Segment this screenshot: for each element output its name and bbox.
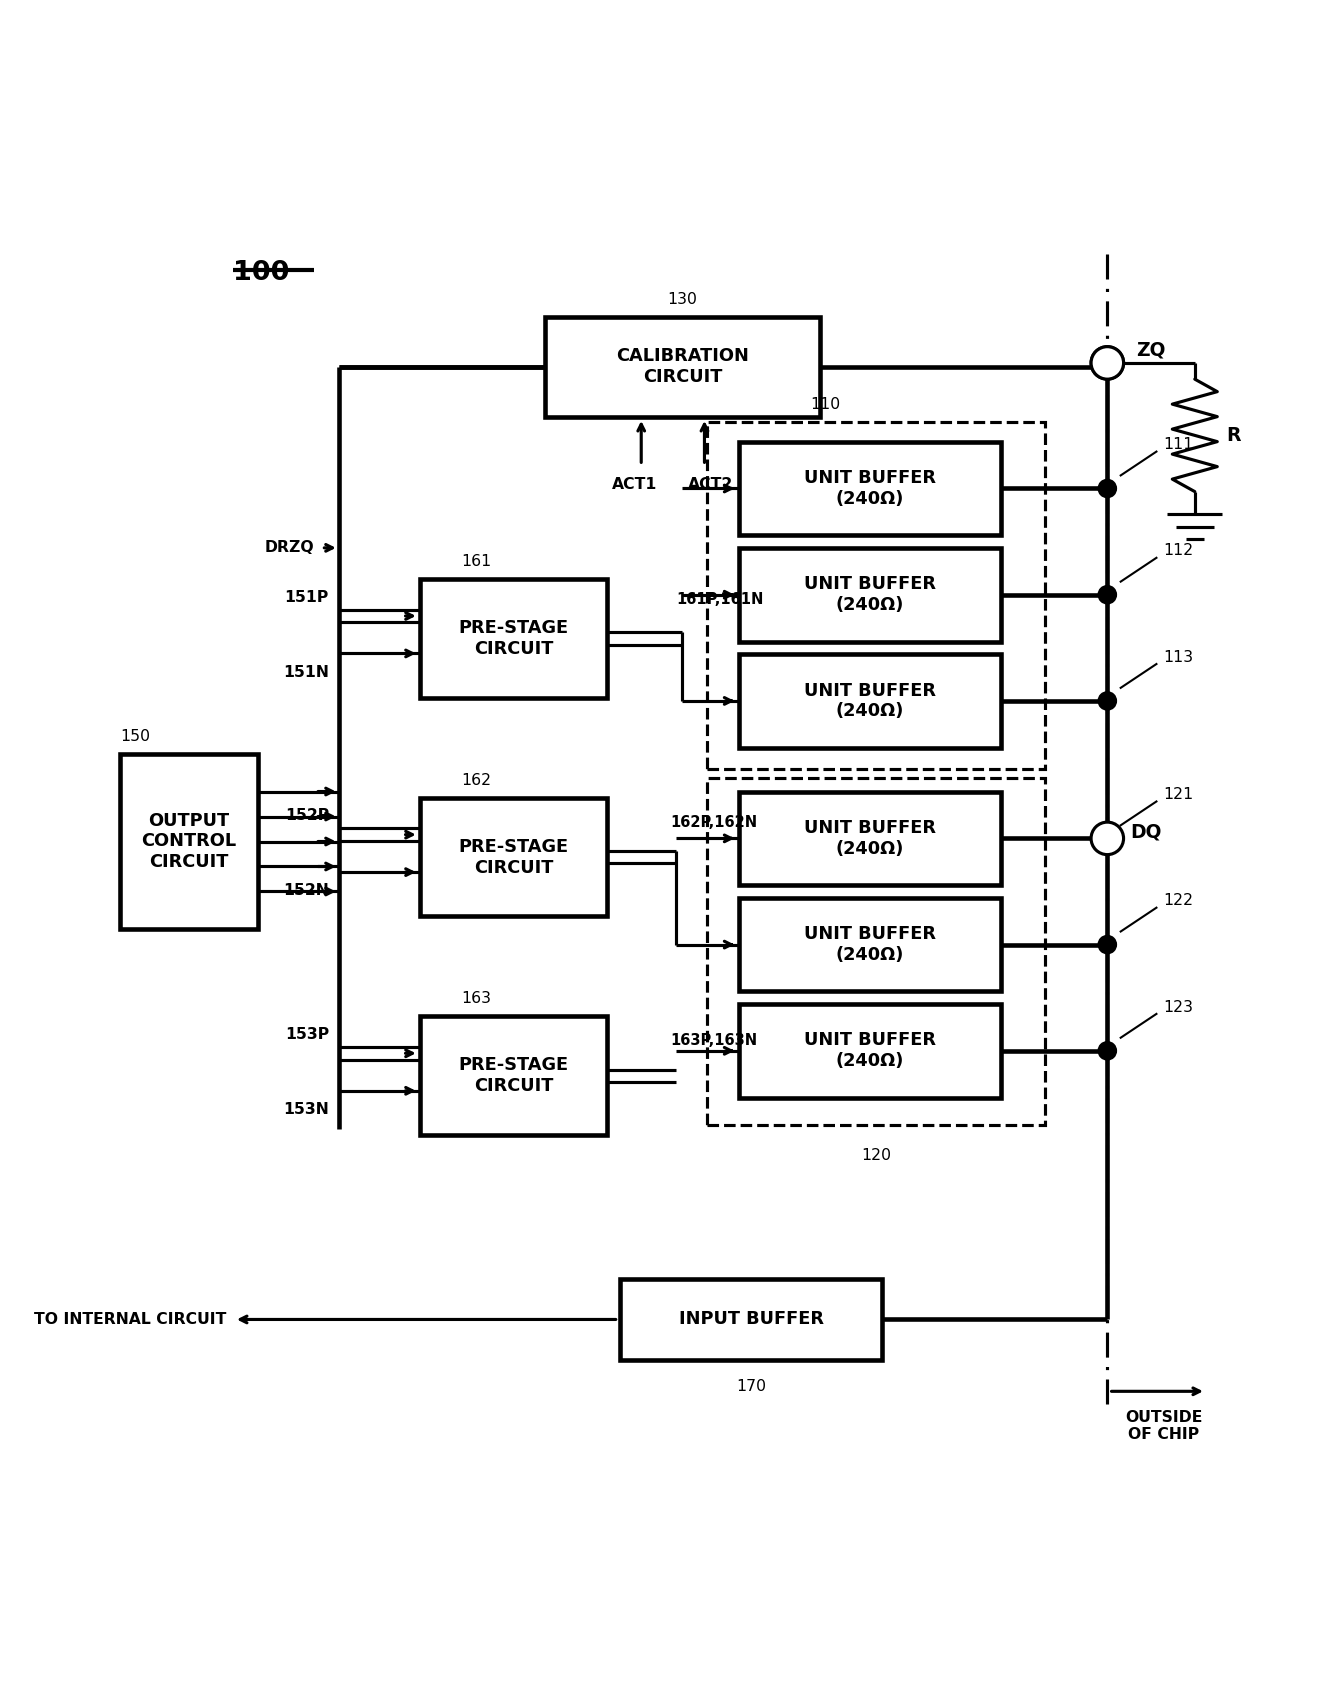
- Bar: [708, 778, 1045, 1126]
- Text: R: R: [1227, 426, 1241, 444]
- Text: 161P,161N: 161P,161N: [676, 592, 764, 608]
- Text: ACT1: ACT1: [613, 476, 658, 491]
- Text: 162P,162N: 162P,162N: [670, 815, 757, 830]
- Text: 152P: 152P: [285, 808, 329, 823]
- Text: UNIT BUFFER
(240Ω): UNIT BUFFER (240Ω): [804, 470, 936, 508]
- Bar: [420, 1017, 607, 1134]
- Text: 170: 170: [736, 1378, 766, 1394]
- Text: PRE-STAGE
CIRCUIT: PRE-STAGE CIRCUIT: [459, 619, 569, 658]
- Circle shape: [1098, 586, 1116, 604]
- Bar: [739, 441, 1001, 535]
- Bar: [621, 1279, 882, 1360]
- Bar: [420, 579, 607, 698]
- Circle shape: [1098, 480, 1116, 496]
- Text: 150: 150: [121, 729, 150, 744]
- Text: 151P: 151P: [285, 589, 329, 604]
- Text: PRE-STAGE
CIRCUIT: PRE-STAGE CIRCUIT: [459, 838, 569, 877]
- Bar: [739, 1005, 1001, 1097]
- Bar: [739, 791, 1001, 885]
- Text: 110: 110: [810, 397, 841, 412]
- Bar: [708, 422, 1045, 769]
- Circle shape: [1091, 347, 1123, 379]
- Text: 123: 123: [1163, 1000, 1193, 1015]
- Text: 100: 100: [232, 261, 289, 286]
- Text: OUTPUT
CONTROL
CIRCUIT: OUTPUT CONTROL CIRCUIT: [142, 811, 236, 872]
- Text: INPUT BUFFER: INPUT BUFFER: [679, 1311, 823, 1328]
- Text: 163P,163N: 163P,163N: [670, 1033, 757, 1049]
- Text: DRZQ: DRZQ: [264, 540, 314, 555]
- Text: 151N: 151N: [282, 665, 329, 680]
- Circle shape: [1091, 821, 1123, 855]
- Bar: [739, 897, 1001, 991]
- Text: 163: 163: [461, 991, 491, 1006]
- Text: 162: 162: [461, 772, 492, 788]
- Text: DQ: DQ: [1130, 823, 1162, 842]
- Text: 161: 161: [461, 554, 492, 569]
- Text: 113: 113: [1163, 650, 1193, 665]
- Text: TO INTERNAL CIRCUIT: TO INTERNAL CIRCUIT: [34, 1313, 227, 1326]
- Text: 130: 130: [667, 291, 697, 306]
- Text: UNIT BUFFER
(240Ω): UNIT BUFFER (240Ω): [804, 926, 936, 964]
- Text: UNIT BUFFER
(240Ω): UNIT BUFFER (240Ω): [804, 1032, 936, 1070]
- Text: CALIBRATION
CIRCUIT: CALIBRATION CIRCUIT: [617, 347, 749, 385]
- Text: UNIT BUFFER
(240Ω): UNIT BUFFER (240Ω): [804, 682, 936, 720]
- Text: 120: 120: [861, 1148, 891, 1163]
- Bar: [545, 316, 819, 417]
- Text: OUTSIDE
OF CHIP: OUTSIDE OF CHIP: [1124, 1410, 1203, 1442]
- Text: 111: 111: [1163, 438, 1193, 453]
- Text: UNIT BUFFER
(240Ω): UNIT BUFFER (240Ω): [804, 820, 936, 858]
- Circle shape: [1098, 936, 1116, 953]
- Text: 153N: 153N: [282, 1102, 329, 1118]
- Bar: [739, 549, 1001, 641]
- Text: 122: 122: [1163, 894, 1193, 909]
- Text: ACT2: ACT2: [688, 476, 733, 491]
- Text: 152N: 152N: [282, 884, 329, 899]
- Text: PRE-STAGE
CIRCUIT: PRE-STAGE CIRCUIT: [459, 1057, 569, 1096]
- Bar: [121, 754, 257, 929]
- Circle shape: [1091, 347, 1123, 379]
- Bar: [739, 655, 1001, 747]
- Text: 121: 121: [1163, 788, 1193, 803]
- Bar: [420, 798, 607, 917]
- Text: ZQ: ZQ: [1136, 342, 1166, 360]
- Text: UNIT BUFFER
(240Ω): UNIT BUFFER (240Ω): [804, 576, 936, 614]
- Text: 153P: 153P: [285, 1027, 329, 1042]
- Circle shape: [1098, 1042, 1116, 1060]
- Text: 112: 112: [1163, 544, 1193, 559]
- Circle shape: [1098, 692, 1116, 710]
